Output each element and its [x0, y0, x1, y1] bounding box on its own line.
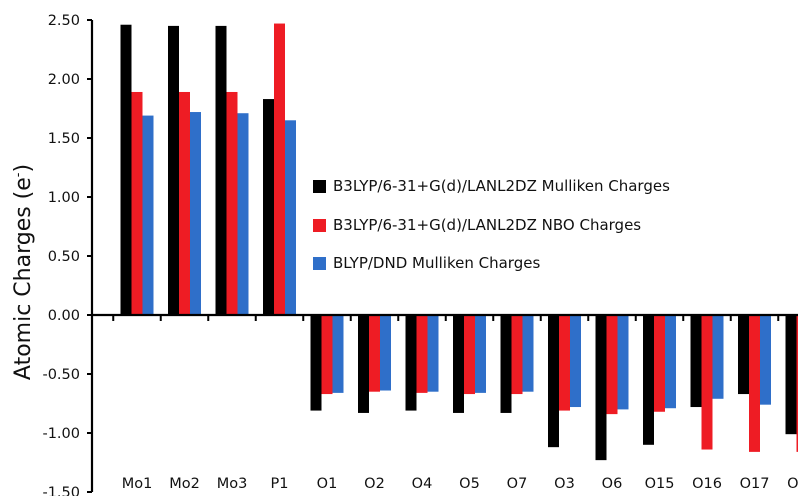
bar-mo3-series-1	[215, 25, 227, 316]
y-tick-label: 1.00	[48, 190, 80, 206]
bar-o17-series-1	[738, 315, 749, 395]
legend-label-2: B3LYP/6-31+G(d)/LANL2DZ NBO Charges	[333, 216, 641, 234]
bar-o5-series-2	[464, 315, 475, 395]
category-label-o1: O1	[317, 476, 338, 492]
bar-o15-series-2	[654, 315, 665, 412]
bar-o15-series-3	[665, 315, 676, 409]
bar-mo2-series-3	[190, 112, 201, 315]
bar-o1-series-2	[321, 315, 333, 395]
legend: B3LYP/6-31+G(d)/LANL2DZ Mulliken Charges…	[313, 177, 670, 272]
legend-swatch-1	[313, 180, 326, 193]
bar-o3-series-3	[570, 315, 581, 408]
bar-o2-series-1	[358, 315, 369, 413]
category-label-mo3: Mo3	[217, 476, 248, 492]
bar-o7-series-2	[511, 315, 523, 395]
bar-o1-series-3	[332, 315, 344, 393]
bar-o7-series-1	[500, 315, 512, 413]
category-label-o16: O16	[692, 476, 722, 492]
bar-o2-series-2	[369, 315, 380, 392]
bar-o15-series-1	[643, 315, 654, 445]
bar-o4-series-3	[427, 315, 439, 392]
bar-mo1-series-2	[131, 91, 143, 315]
y-tick-label: -1.50	[42, 485, 80, 496]
category-label-o7: O7	[507, 476, 528, 492]
y-tick-labels: 2.50 2.00 1.50 1.00 0.50 0.00 -0.50 -1.00 -1.50	[42, 13, 80, 496]
category-label-o3: O3	[554, 476, 575, 492]
legend-label-3: BLYP/DND Mulliken Charges	[333, 254, 540, 272]
bar-mo3-series-3	[237, 113, 249, 315]
legend-label-1: B3LYP/6-31+G(d)/LANL2DZ Mulliken Charges	[333, 177, 670, 195]
bar-mo1-series-1	[120, 24, 132, 315]
category-label-p1: P1	[271, 476, 289, 492]
y-tick-label: 1.50	[48, 131, 80, 147]
bar-o2-series-3	[380, 315, 391, 391]
y-tick-label: 0.50	[48, 249, 80, 265]
bar-o18-series-2	[796, 315, 798, 452]
bar-o6-series-3	[617, 315, 629, 410]
y-tick-label: 2.00	[48, 72, 80, 88]
bar-p1-series-2	[274, 23, 285, 315]
axes-layer	[87, 19, 798, 493]
bar-p1-series-3	[285, 120, 296, 315]
y-tick-label: 2.50	[48, 13, 80, 29]
bar-mo1-series-3	[142, 115, 154, 315]
category-label-o6: O6	[602, 476, 623, 492]
bar-mo2-series-2	[179, 91, 190, 315]
bar-o5-series-1	[453, 315, 464, 413]
bar-o16-series-3	[712, 315, 724, 399]
bar-o6-series-1	[595, 315, 607, 461]
category-label-o17: O17	[740, 476, 770, 492]
bar-o7-series-3	[522, 315, 534, 392]
category-labels: Mo1 Mo2 Mo3 P1 O1 O2 O4 O5 O7 O3 O6 O15 O16 O17 O18	[122, 476, 798, 492]
bar-o5-series-3	[475, 315, 486, 393]
category-label-mo1: Mo1	[122, 476, 153, 492]
bar-o4-series-1	[405, 315, 417, 411]
category-label-o5: O5	[459, 476, 480, 492]
category-label-o18: O18	[787, 476, 798, 492]
bar-o17-series-2	[749, 315, 760, 452]
bar-o1-series-1	[310, 315, 322, 411]
bars-layer	[120, 23, 798, 461]
bar-o6-series-2	[606, 315, 618, 415]
bar-o16-series-1	[690, 315, 702, 408]
category-label-mo2: Mo2	[169, 476, 200, 492]
bar-mo2-series-1	[168, 25, 179, 316]
legend-swatch-3	[313, 257, 326, 270]
bar-p1-series-1	[263, 99, 274, 315]
bar-o16-series-2	[701, 315, 713, 450]
y-axis-label: Atomic Charges (e-)	[11, 164, 36, 380]
bar-o3-series-1	[548, 315, 559, 448]
category-label-o2: O2	[364, 476, 385, 492]
y-tick-label: 0.00	[48, 308, 80, 324]
bar-o3-series-2	[559, 315, 570, 411]
bar-o17-series-3	[760, 315, 771, 405]
legend-swatch-2	[313, 219, 326, 232]
bar-o4-series-2	[416, 315, 428, 393]
category-label-o4: O4	[412, 476, 433, 492]
bar-mo3-series-2	[226, 91, 238, 315]
y-tick-label: -1.00	[42, 426, 80, 442]
bar-o18-series-1	[785, 315, 797, 435]
category-label-o15: O15	[645, 476, 675, 492]
y-tick-label: -0.50	[42, 367, 80, 383]
